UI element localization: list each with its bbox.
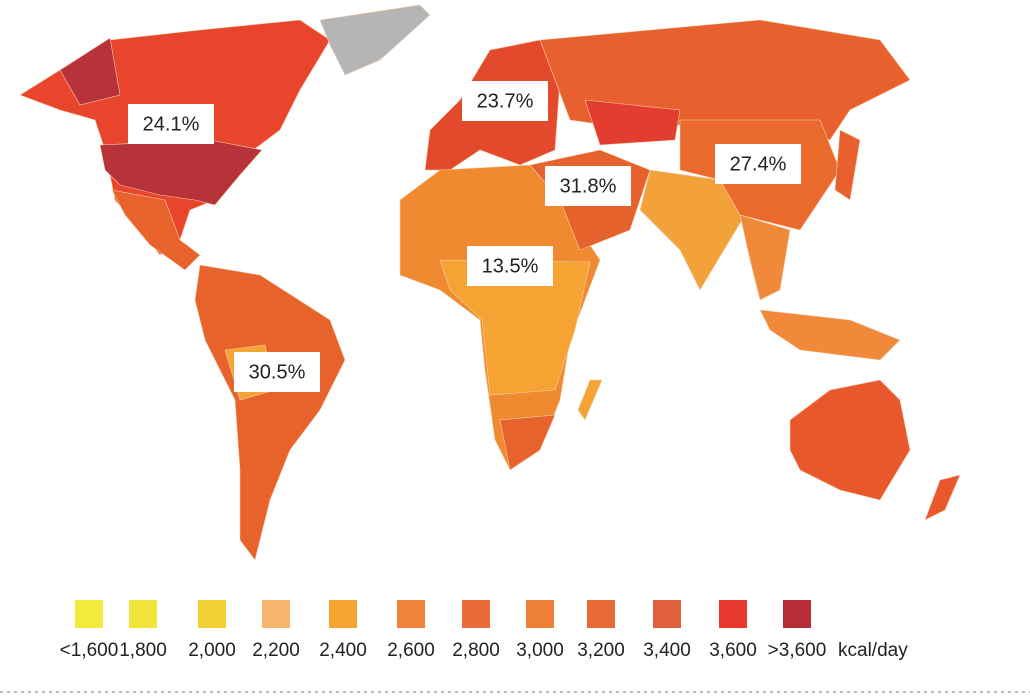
legend-label: 2,000 (188, 640, 236, 661)
legend-label: >3,600 (768, 640, 827, 661)
legend-swatch (462, 600, 490, 628)
legend-swatch (75, 600, 103, 628)
kazakhstan (584, 99, 681, 146)
south-america (194, 264, 346, 561)
region-label: 23.7% (477, 90, 534, 112)
legend-label: 2,600 (387, 640, 435, 661)
australia (789, 379, 911, 501)
central-africa (439, 259, 591, 396)
indonesia (759, 309, 901, 361)
legend-swatch (329, 600, 357, 628)
label-box (128, 104, 214, 144)
legend-swatch (783, 600, 811, 628)
southeast-asia (739, 214, 791, 301)
region-label: 13.5% (482, 255, 539, 277)
legend-swatch (587, 600, 615, 628)
legend-swatch (262, 600, 290, 628)
madagascar (577, 379, 603, 421)
label-box (545, 166, 631, 206)
legend-swatch (526, 600, 554, 628)
legend-label: 3,400 (643, 640, 691, 661)
legend-label: 1,800 (119, 640, 167, 661)
legend-swatch (198, 600, 226, 628)
region-label: 27.4% (730, 153, 787, 175)
legend-label: 3,600 (709, 640, 757, 661)
legend-label: 2,800 (452, 640, 500, 661)
legend-unit: kcal/day (838, 640, 908, 661)
southern-africa (499, 414, 556, 471)
usa (99, 139, 263, 206)
legend-swatch (719, 600, 747, 628)
label-box (234, 352, 320, 392)
legend-label: 3,200 (577, 640, 625, 661)
region-label: 24.1% (143, 113, 200, 135)
region-label: 31.8% (560, 175, 617, 197)
japan (834, 129, 861, 201)
legend-swatch (397, 600, 425, 628)
legend-swatch (653, 600, 681, 628)
label-box (715, 144, 801, 184)
legend-label: 3,000 (516, 640, 564, 661)
legend-label: <1,600 (60, 640, 119, 661)
legend-label: 2,400 (319, 640, 367, 661)
legend-label: 2,200 (252, 640, 300, 661)
alaska (59, 37, 121, 106)
new-zealand (924, 474, 961, 521)
label-box (462, 81, 548, 121)
region-label: 30.5% (249, 361, 306, 383)
label-box (467, 246, 553, 286)
greenland (319, 4, 431, 76)
central-america (111, 189, 201, 271)
legend-swatch (129, 600, 157, 628)
